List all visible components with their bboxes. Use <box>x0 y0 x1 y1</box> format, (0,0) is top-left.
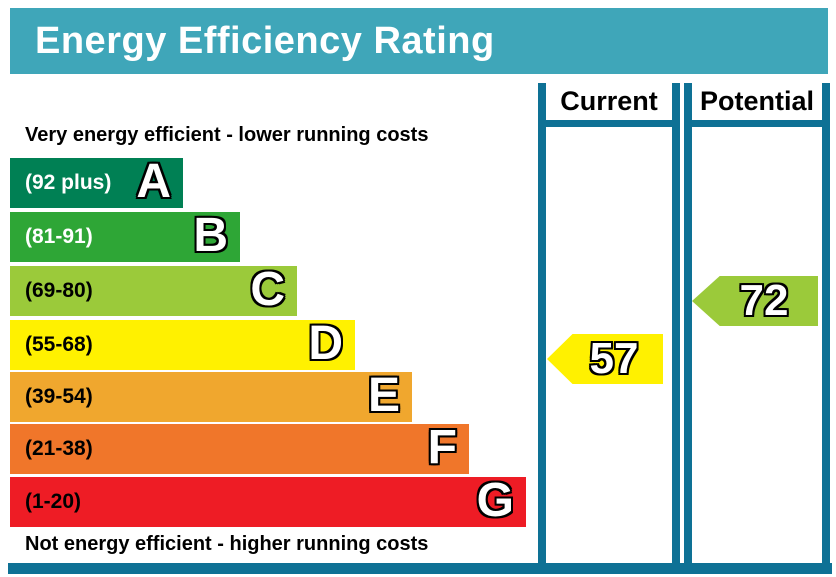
band-f-letter: F <box>427 421 457 475</box>
band-f: (21-38) F <box>10 424 469 474</box>
band-c-range: (69-80) <box>25 279 93 302</box>
band-f-range: (21-38) <box>25 437 93 460</box>
band-g: (1-20) G <box>10 477 526 527</box>
band-d-letter: D <box>308 317 343 371</box>
bottom-note: Not energy efficient - higher running co… <box>25 533 429 555</box>
band-a-range: (92 plus) <box>25 171 112 194</box>
band-c-letter: C <box>250 263 285 317</box>
current-rating-arrow: 57 <box>547 334 663 384</box>
band-g-range: (1-20) <box>25 490 82 513</box>
band-a: (92 plus) A <box>10 158 183 208</box>
band-e-range: (39-54) <box>25 385 93 408</box>
current-column-header: Current <box>546 83 672 127</box>
band-b-range: (81-91) <box>25 225 93 248</box>
band-e: (39-54) E <box>10 372 412 422</box>
title-bar: Energy Efficiency Rating <box>10 8 828 74</box>
band-b: (81-91) B <box>10 212 240 262</box>
band-c: (69-80) C <box>10 266 297 316</box>
chart-title: Energy Efficiency Rating <box>35 19 495 62</box>
band-e-letter: E <box>367 369 400 423</box>
band-g-letter: G <box>476 474 514 528</box>
current-column: Current <box>538 83 680 563</box>
bottom-frame-bar <box>8 563 832 574</box>
current-rating-value: 57 <box>589 334 639 383</box>
band-b-letter: B <box>193 209 228 263</box>
potential-column-header: Potential <box>692 83 822 127</box>
top-note: Very energy efficient - lower running co… <box>25 124 429 146</box>
band-a-letter: A <box>136 155 171 209</box>
potential-rating-arrow: 72 <box>692 276 818 326</box>
band-d-range: (55-68) <box>25 333 93 356</box>
potential-rating-value: 72 <box>739 276 789 325</box>
band-d: (55-68) D <box>10 320 355 370</box>
